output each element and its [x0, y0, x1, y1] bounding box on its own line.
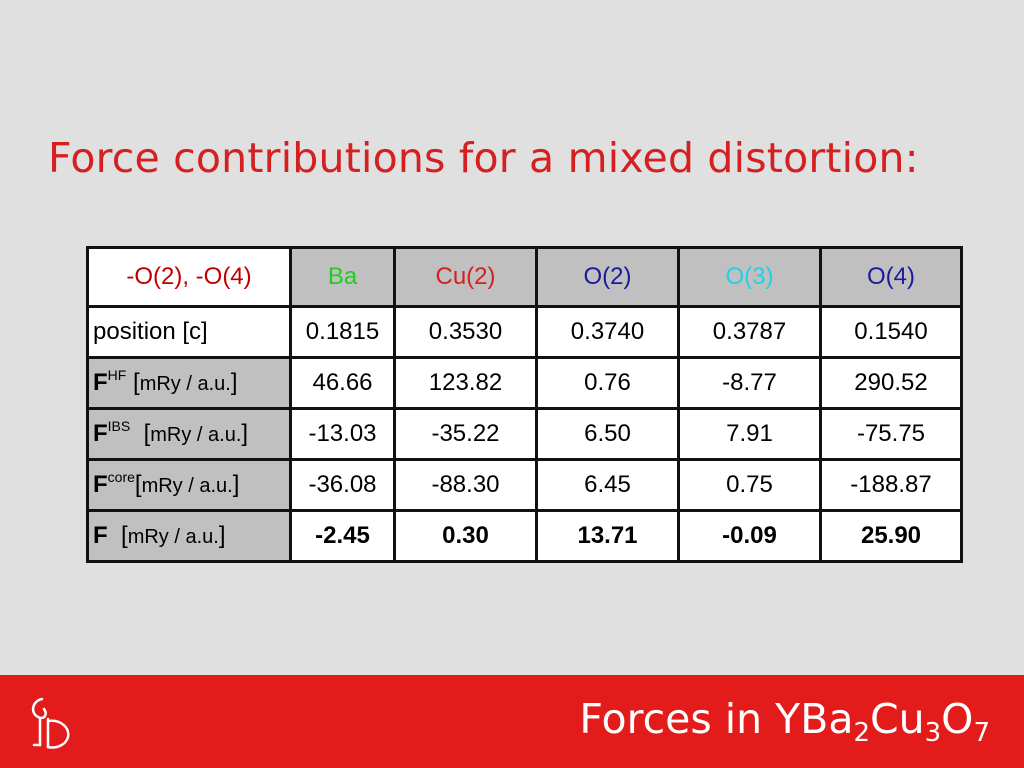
- table-cell: 0.3740: [535, 305, 680, 359]
- footer-title-part: O: [941, 695, 974, 743]
- bracket-close: ]: [241, 420, 249, 447]
- table-cell: 0.75: [677, 458, 822, 512]
- table-cell: -0.09: [677, 509, 822, 563]
- table-row-fcore: Fcore[mRy / a.u.] -36.08 -88.30 6.45 0.7…: [86, 458, 963, 512]
- table-cell: 0.1540: [819, 305, 963, 359]
- table-header-row: -O(2), -O(4) Ba Cu(2) O(2) O(3) O(4): [86, 246, 963, 308]
- table-cell: 46.66: [289, 356, 396, 410]
- bracket-close: ]: [218, 522, 226, 549]
- university-logo-icon: [31, 697, 70, 749]
- table-cell: 6.50: [535, 407, 680, 461]
- unit-label: mRy / a.u.: [150, 424, 242, 446]
- footer-title-part: Forces in YBa: [579, 695, 854, 743]
- table-cell: -13.03: [289, 407, 396, 461]
- footer-subscript: 7: [973, 718, 990, 748]
- table-cell: 7.91: [677, 407, 822, 461]
- unit-label: mRy / a.u.: [139, 373, 231, 395]
- force-symbol: F: [93, 522, 108, 549]
- table-cell: -8.77: [677, 356, 822, 410]
- table-cell: 0.76: [535, 356, 680, 410]
- force-superscript: HF: [107, 367, 127, 383]
- bracket-open: [: [121, 522, 128, 549]
- footer-subscript: 3: [924, 718, 942, 748]
- table-cell: 13.71: [535, 509, 680, 563]
- table-row-position: position [c] 0.1815 0.3530 0.3740 0.3787…: [86, 305, 963, 359]
- table-cell: -2.45: [289, 509, 396, 563]
- footer-title: Forces in YBa2Cu3O7: [579, 695, 990, 748]
- slide-title: Force contributions for a mixed distorti…: [48, 134, 919, 182]
- table-cell: -88.30: [393, 458, 538, 512]
- header-o4: O(4): [819, 246, 963, 308]
- footer-title-part: Cu: [870, 695, 925, 743]
- row-label-fhf: FHF [mRy / a.u.]: [86, 356, 292, 410]
- force-superscript: core: [107, 469, 135, 485]
- table-cell: 0.3787: [677, 305, 822, 359]
- unit-label: mRy / a.u.: [127, 526, 219, 548]
- table-cell: -35.22: [393, 407, 538, 461]
- unit-label: mRy / a.u.: [141, 475, 233, 497]
- table-cell: 290.52: [819, 356, 963, 410]
- row-label-fcore: Fcore[mRy / a.u.]: [86, 458, 292, 512]
- row-label-position: position [c]: [86, 305, 292, 359]
- table-cell: 0.1815: [289, 305, 396, 359]
- force-table: -O(2), -O(4) Ba Cu(2) O(2) O(3) O(4) pos…: [86, 246, 963, 563]
- table-cell: 25.90: [819, 509, 963, 563]
- bracket-open: [: [133, 369, 140, 396]
- row-label-fibs: FIBS [mRy / a.u.]: [86, 407, 292, 461]
- bracket-close: ]: [232, 471, 240, 498]
- table-cell: -36.08: [289, 458, 396, 512]
- header-o2: O(2): [535, 246, 680, 308]
- table-cell: 0.3530: [393, 305, 538, 359]
- bracket-open: [: [143, 420, 151, 447]
- row-label-ftotal: F [mRy / a.u.]: [86, 509, 292, 563]
- footer-bar: Forces in YBa2Cu3O7: [0, 675, 1024, 768]
- header-cu2: Cu(2): [393, 246, 538, 308]
- table-corner-cell: -O(2), -O(4): [86, 246, 292, 308]
- table-cell: 0.30: [393, 509, 538, 563]
- table-row-fhf: FHF [mRy / a.u.] 46.66 123.82 0.76 -8.77…: [86, 356, 963, 410]
- force-superscript: IBS: [107, 418, 131, 434]
- bracket-close: ]: [230, 369, 238, 396]
- table-cell: 123.82: [393, 356, 538, 410]
- header-ba: Ba: [289, 246, 396, 308]
- footer-subscript: 2: [853, 718, 870, 748]
- table-cell: -75.75: [819, 407, 963, 461]
- bracket-open: [: [134, 471, 142, 498]
- table-row-fibs: FIBS [mRy / a.u.] -13.03 -35.22 6.50 7.9…: [86, 407, 963, 461]
- force-symbol: F: [93, 369, 108, 396]
- force-symbol: F: [93, 471, 108, 498]
- table-cell: -188.87: [819, 458, 963, 512]
- force-symbol: F: [93, 420, 108, 447]
- header-o3: O(3): [677, 246, 822, 308]
- table-cell: 6.45: [535, 458, 680, 512]
- table-row-ftotal: F [mRy / a.u.] -2.45 0.30 13.71 -0.09 25…: [86, 509, 963, 563]
